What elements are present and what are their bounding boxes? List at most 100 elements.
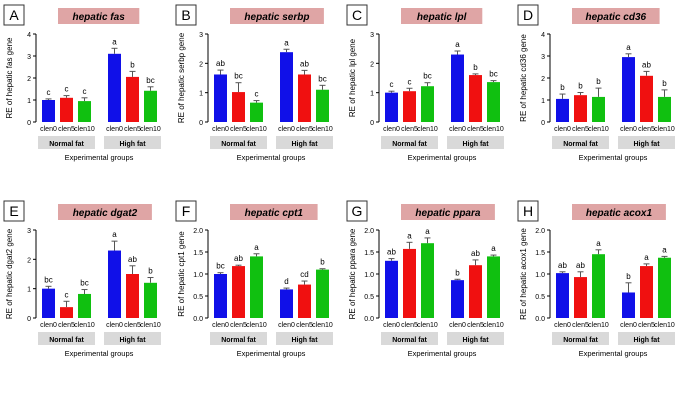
bar (280, 289, 293, 318)
x-tick-label: clen10 (417, 126, 438, 133)
group-label: Normal fat (49, 141, 84, 148)
title-badge (58, 204, 152, 220)
significance-label: b (626, 272, 631, 281)
x-tick-label: clen5 (230, 322, 247, 329)
x-tick-label: clen10 (246, 126, 267, 133)
panel-letter: F (182, 203, 191, 219)
x-tick-label: clen10 (140, 126, 161, 133)
y-tick-label: 4 (541, 32, 545, 39)
bar (469, 75, 482, 122)
y-tick-label: 1 (27, 287, 31, 294)
bar (316, 269, 329, 318)
group-badge (447, 332, 504, 345)
x-tick-label: clen10 (483, 322, 504, 329)
significance-label: c (83, 87, 87, 96)
group-label: Normal fat (392, 141, 427, 148)
x-tick-label: clen5 (58, 322, 75, 329)
significance-label: ab (558, 261, 567, 270)
chart-title: hepatic cpt1 (245, 208, 304, 219)
y-tick-label: 2 (27, 257, 31, 264)
group-label: High fat (119, 141, 146, 148)
x-axis-label: Experimental groups (579, 349, 648, 358)
y-tick-label: 0.5 (535, 294, 545, 301)
x-tick-label: clen5 (572, 322, 589, 329)
x-tick-label: clen0 (40, 322, 57, 329)
chart-title: hepatic serbp (244, 12, 309, 23)
group-badge (104, 332, 161, 345)
group-label: High fat (119, 337, 146, 344)
significance-label: bc (318, 74, 326, 83)
y-tick-label: 1.0 (364, 272, 374, 279)
group-badge (447, 136, 504, 149)
significance-label: b (662, 79, 667, 88)
title-badge (230, 204, 318, 220)
group-label: Normal fat (563, 337, 598, 344)
bar (592, 96, 605, 122)
significance-label: b (560, 83, 565, 92)
significance-label: b (473, 63, 478, 72)
y-axis-label: RE of hepatic lpl gene (348, 38, 357, 117)
significance-label: a (644, 253, 649, 262)
x-tick-label: clen5 (401, 126, 418, 133)
x-tick-label: clen5 (296, 322, 313, 329)
significance-label: a (626, 43, 631, 52)
y-tick-label: 3 (199, 32, 203, 39)
x-tick-label: clen10 (140, 322, 161, 329)
group-label: High fat (633, 337, 660, 344)
x-tick-label: clen10 (312, 126, 333, 133)
x-tick-label: clen5 (230, 126, 247, 133)
significance-label: a (407, 231, 412, 240)
bar (592, 254, 605, 318)
x-tick-label: clen0 (449, 126, 466, 133)
y-tick-label: 1 (370, 91, 374, 98)
panel-letter-box (175, 4, 197, 26)
group-badge (276, 136, 333, 149)
chart-title: hepatic lpl (417, 12, 467, 23)
significance-label: a (254, 243, 259, 252)
title-badge (572, 8, 660, 24)
chart-title: hepatic dgat2 (73, 208, 138, 219)
y-tick-label: 2 (541, 76, 545, 83)
x-tick-label: clen5 (124, 322, 141, 329)
bar (232, 266, 245, 318)
y-tick-label: 3 (27, 228, 31, 235)
significance-label: c (65, 290, 69, 299)
x-tick-label: clen10 (654, 126, 675, 133)
x-axis-label: Experimental groups (237, 349, 306, 358)
group-label: High fat (633, 141, 660, 148)
significance-label: bc (234, 72, 242, 81)
bar (385, 260, 398, 318)
x-tick-label: clen5 (572, 126, 589, 133)
bar (403, 248, 416, 318)
x-tick-label: clen10 (74, 322, 95, 329)
y-tick-label: 0 (541, 120, 545, 127)
significance-label: b (130, 60, 135, 69)
bar (232, 92, 245, 122)
bar (42, 100, 55, 122)
significance-label: bc (423, 72, 431, 81)
significance-label: ab (576, 261, 585, 270)
bar (640, 75, 653, 122)
x-tick-label: clen5 (401, 322, 418, 329)
significance-label: ab (471, 249, 480, 258)
significance-label: a (491, 244, 496, 253)
group-label: Normal fat (392, 337, 427, 344)
x-tick-label: clen10 (588, 126, 609, 133)
x-tick-label: clen0 (106, 126, 123, 133)
x-tick-label: clen5 (467, 126, 484, 133)
bar (108, 53, 121, 122)
y-tick-label: 0.0 (193, 316, 203, 323)
y-axis-label: RE of hepatic serbp gene (177, 32, 186, 123)
x-tick-label: clen0 (449, 322, 466, 329)
significance-label: a (284, 38, 289, 47)
significance-label: c (408, 77, 412, 86)
bar (421, 243, 434, 318)
bar (126, 274, 139, 318)
significance-label: b (455, 268, 460, 277)
significance-label: d (284, 277, 288, 286)
significance-label: b (148, 267, 153, 276)
